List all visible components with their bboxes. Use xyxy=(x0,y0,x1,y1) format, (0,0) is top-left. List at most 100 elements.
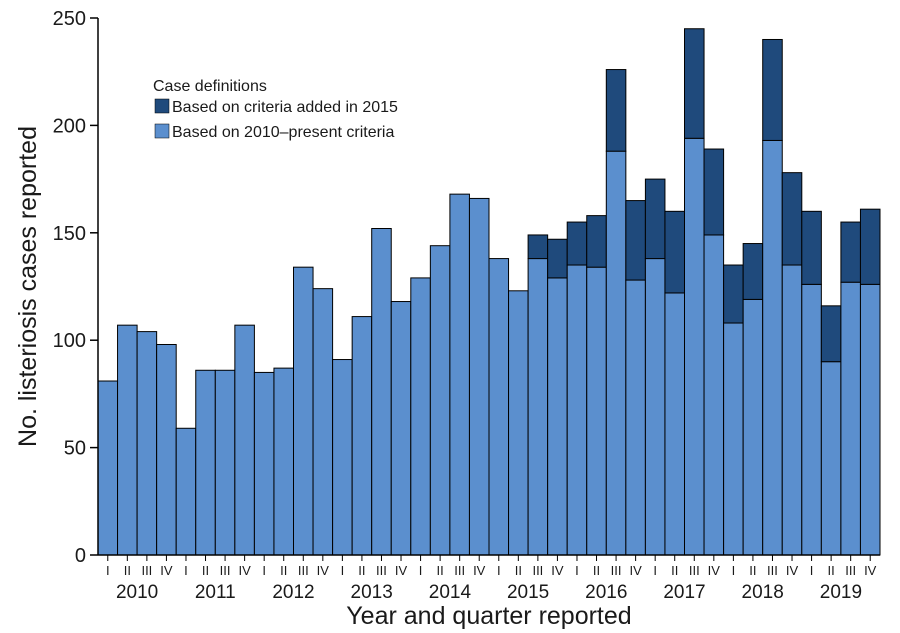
year-label-2019: 2019 xyxy=(820,582,862,603)
quarter-label-31: IV xyxy=(708,563,721,578)
quarter-label-19: IV xyxy=(473,563,486,578)
bar-base-10 xyxy=(293,266,314,556)
legend-swatch-2010-present xyxy=(154,123,170,139)
bar-added-25 xyxy=(586,215,607,268)
quarter-label-23: IV xyxy=(551,563,564,578)
quarter-label-17: II xyxy=(437,563,444,578)
bar-added-27 xyxy=(625,200,646,281)
bar-base-7 xyxy=(234,324,255,556)
bar-added-28 xyxy=(644,178,666,260)
axes-group xyxy=(97,18,880,556)
bar-base-23 xyxy=(547,277,568,556)
bar-base-32 xyxy=(723,322,744,556)
year-label-2010: 2010 xyxy=(116,582,158,603)
bar-base-2 xyxy=(136,331,158,556)
bar-base-8 xyxy=(253,371,275,556)
y-tick-label-0: 0 xyxy=(75,545,86,567)
y-tick-label-150: 150 xyxy=(53,223,86,245)
quarter-label-12: I xyxy=(341,563,345,578)
quarter-label-20: I xyxy=(497,563,501,578)
bar-base-9 xyxy=(273,367,295,556)
bar-base-19 xyxy=(468,197,490,556)
bar-base-24 xyxy=(566,264,588,556)
year-label-2018: 2018 xyxy=(742,582,784,603)
year-label-2014: 2014 xyxy=(429,582,472,603)
bar-base-15 xyxy=(390,301,412,556)
bar-base-3 xyxy=(156,343,177,556)
bar-base-36 xyxy=(801,283,822,556)
quarter-label-33: II xyxy=(749,563,756,578)
y-axis-ticks: 0 50 100 150 200 250 xyxy=(53,8,98,567)
quarter-label-7: IV xyxy=(238,563,251,578)
quarter-label-34: III xyxy=(767,563,778,578)
quarter-label-6: III xyxy=(220,563,231,578)
y-tick-label-250: 250 xyxy=(53,8,86,30)
legend-title: Case definitions xyxy=(153,78,267,95)
bar-base-20 xyxy=(488,258,510,556)
bar-added-34 xyxy=(762,38,783,141)
quarter-label-22: III xyxy=(532,563,543,578)
bar-base-4 xyxy=(175,427,197,556)
quarter-label-5: II xyxy=(202,563,209,578)
bars-group xyxy=(97,28,881,556)
x-axis-title: Year and quarter reported xyxy=(346,602,631,630)
y-tick-label-100: 100 xyxy=(53,330,86,352)
legend-swatch-added-2015 xyxy=(154,98,170,114)
quarter-label-36: I xyxy=(810,563,814,578)
quarter-label-29: II xyxy=(671,563,678,578)
year-label-2015: 2015 xyxy=(507,582,549,603)
bar-added-29 xyxy=(664,210,686,294)
quarter-label-30: III xyxy=(689,563,700,578)
quarter-label-13: II xyxy=(358,563,365,578)
quarter-label-3: IV xyxy=(160,563,173,578)
year-label-2011: 2011 xyxy=(195,582,236,603)
y-tick-label-50: 50 xyxy=(64,438,86,460)
quarter-label-4: I xyxy=(184,563,188,578)
quarter-label-25: II xyxy=(593,563,600,578)
bar-added-31 xyxy=(703,148,725,236)
bar-added-36 xyxy=(801,210,822,285)
bar-base-16 xyxy=(410,277,431,556)
bar-base-6 xyxy=(214,369,236,556)
bar-base-38 xyxy=(840,281,861,556)
quarter-label-32: I xyxy=(732,563,736,578)
bar-base-22 xyxy=(527,258,549,556)
bar-base-37 xyxy=(820,361,842,556)
quarter-label-10: III xyxy=(298,563,309,578)
bar-base-21 xyxy=(508,290,529,556)
quarter-label-35: IV xyxy=(786,563,799,578)
bar-added-22 xyxy=(527,234,549,260)
quarter-label-26: III xyxy=(611,563,622,578)
bar-base-31 xyxy=(703,234,725,556)
year-label-2013: 2013 xyxy=(351,582,393,603)
quarter-label-8: I xyxy=(262,563,266,578)
bar-base-0 xyxy=(97,380,119,556)
bar-added-39 xyxy=(859,208,881,285)
bar-base-1 xyxy=(117,324,138,556)
legend-label-added-2015: Based on criteria added in 2015 xyxy=(172,99,398,116)
bar-base-34 xyxy=(762,139,783,556)
quarter-label-2: III xyxy=(141,563,152,578)
x-axis-ticks: I II III IV I II III IV I II III IV I II III IV I II III IV… xyxy=(106,555,877,603)
bar-added-23 xyxy=(547,238,568,279)
quarter-label-14: III xyxy=(376,563,387,578)
bar-base-28 xyxy=(644,258,666,556)
bar-added-24 xyxy=(566,221,588,266)
quarter-label-18: III xyxy=(454,563,465,578)
quarter-label-0: I xyxy=(106,563,110,578)
bar-base-35 xyxy=(781,264,803,556)
bar-added-35 xyxy=(781,172,803,266)
bar-added-37 xyxy=(820,305,842,363)
quarter-label-21: II xyxy=(515,563,522,578)
bar-added-32 xyxy=(723,264,744,324)
bar-base-30 xyxy=(684,137,705,556)
bar-base-18 xyxy=(449,193,470,556)
bar-added-30 xyxy=(684,28,705,139)
quarter-label-9: II xyxy=(280,563,287,578)
bar-base-12 xyxy=(332,359,353,556)
year-label-2017: 2017 xyxy=(663,582,705,603)
bar-base-33 xyxy=(742,298,764,556)
quarter-label-24: I xyxy=(575,563,579,578)
bar-added-38 xyxy=(840,221,861,283)
